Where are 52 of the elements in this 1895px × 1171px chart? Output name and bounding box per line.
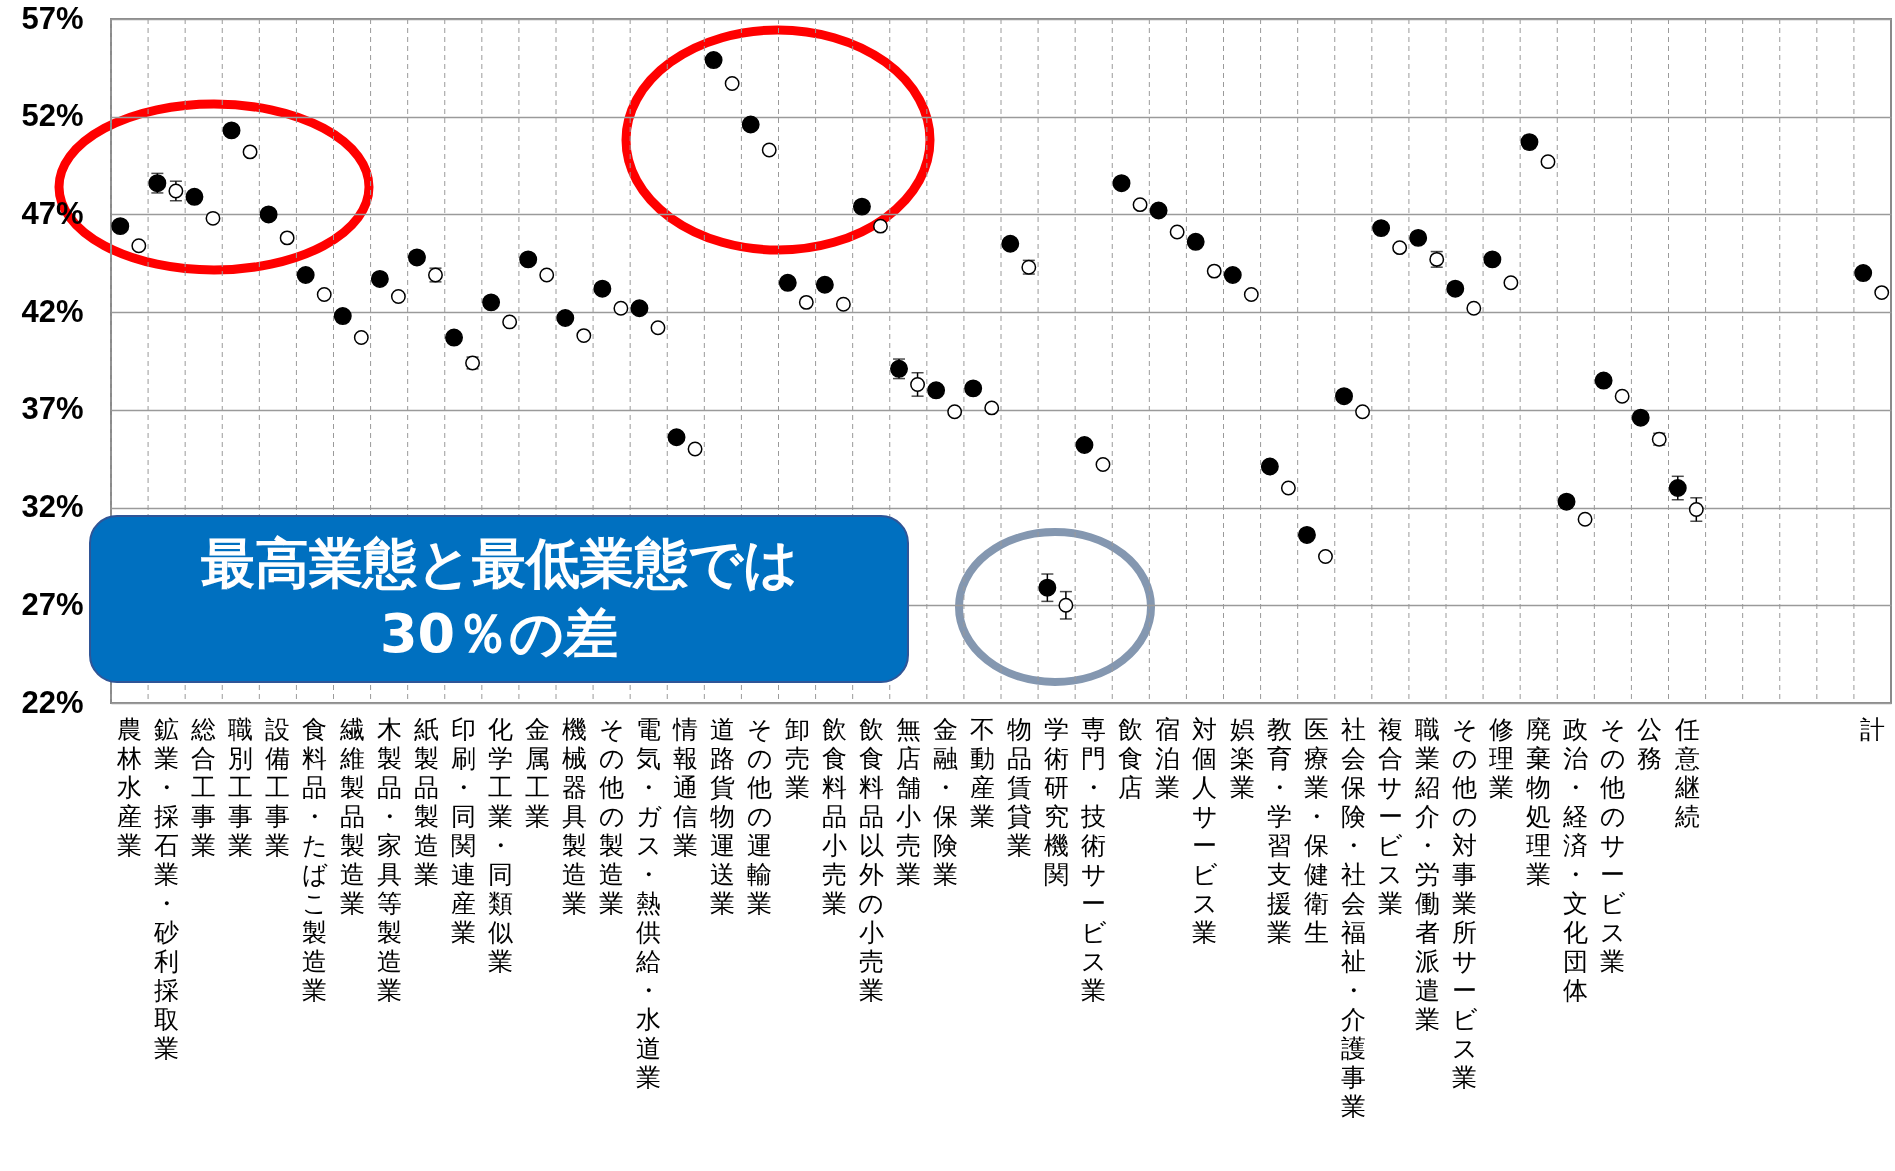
category-label: 飲食料品以外の小売業 — [858, 714, 885, 1005]
category-label: 職業紹介・労働者派遣業 — [1414, 714, 1440, 1034]
category-label: その他の対事業所サービス業 — [1451, 714, 1478, 1092]
x-tick-label: 対個人サービス業 — [1191, 714, 1218, 947]
y-tick-label: 42% — [21, 293, 84, 329]
category-label: 鉱業・採石業・砂利採取業 — [154, 714, 180, 1063]
x-tick-label: 廃棄物処理業 — [1526, 714, 1552, 889]
x-tick-label: 学術研究機関 — [1044, 714, 1070, 889]
y-tick-label: 32% — [21, 489, 84, 525]
x-tick-label: 職別工事業 — [228, 714, 254, 860]
x-tick-label: 医療業・保健衛生 — [1303, 714, 1329, 947]
x-tick-label: 繊維製品製造業 — [338, 714, 365, 918]
x-tick-label: 金属工業 — [524, 714, 550, 831]
x-tick-label: 総合工事業 — [190, 714, 217, 860]
y-tick-label: 57% — [21, 0, 84, 36]
category-label: 社会保険・社会福祉・介護事業 — [1340, 714, 1366, 1121]
x-tick-label: その他の運輸業 — [746, 714, 773, 918]
x-tick-label: 機械器具製造業 — [562, 714, 588, 918]
x-tick-label: 不動産業 — [969, 714, 995, 831]
x-tick-label: 設備工事業 — [265, 714, 291, 860]
category-label: 政治・経済・文化団体 — [1563, 714, 1589, 1005]
category-label: 電気・ガス・熱供給・水道業 — [635, 714, 662, 1092]
x-tick-label: 物品賃貸業 — [1007, 714, 1033, 860]
category-label: 食料品・たばこ製造業 — [301, 714, 328, 1005]
x-tick-label: 紙製品製造業 — [413, 714, 439, 889]
x-tick-label: 飲食料品小売業 — [821, 714, 847, 918]
category-label: 木製品・家具等製造業 — [376, 714, 402, 1005]
x-tick-label: 修理業 — [1489, 714, 1515, 802]
x-tick-label: 道路貨物運送業 — [710, 714, 736, 918]
y-tick-label: 22% — [21, 684, 84, 720]
x-tick-label: 教育・学習支援業 — [1266, 714, 1292, 947]
x-tick-label: 公務 — [1637, 714, 1663, 773]
x-tick-label: 任意継続 — [1673, 714, 1700, 831]
x-tick-label: 複合サービス業 — [1377, 714, 1404, 918]
x-tick-label: 金融・保険業 — [932, 714, 958, 889]
y-tick-label: 27% — [21, 586, 84, 622]
x-tick-label: 無店舗小売業 — [895, 714, 921, 889]
x-tick-label: 卸売業 — [784, 714, 810, 802]
x-tick-label: 宿泊業 — [1155, 714, 1181, 802]
x-tick-label: 印刷・同関連産業 — [450, 714, 476, 947]
category-label: 化学工業・同類似業 — [487, 714, 513, 976]
category-label: 専門・技術サービス業 — [1080, 714, 1107, 1005]
x-tick-label: 計 — [1859, 714, 1885, 744]
category-label: その他のサービス業 — [1599, 714, 1626, 976]
y-tick-label: 52% — [21, 98, 84, 134]
x-tick-label: 飲食店 — [1118, 714, 1144, 802]
x-tick-label: 農林水産業 — [116, 714, 143, 860]
x-tick-label: 情報通信業 — [672, 714, 699, 860]
callout-box: 最高業態と最低業態では 30％の差 — [89, 515, 909, 683]
y-tick-label: 37% — [21, 391, 84, 427]
x-tick-label: その他の製造業 — [598, 714, 625, 918]
x-tick-label: 娯楽業 — [1229, 714, 1255, 802]
